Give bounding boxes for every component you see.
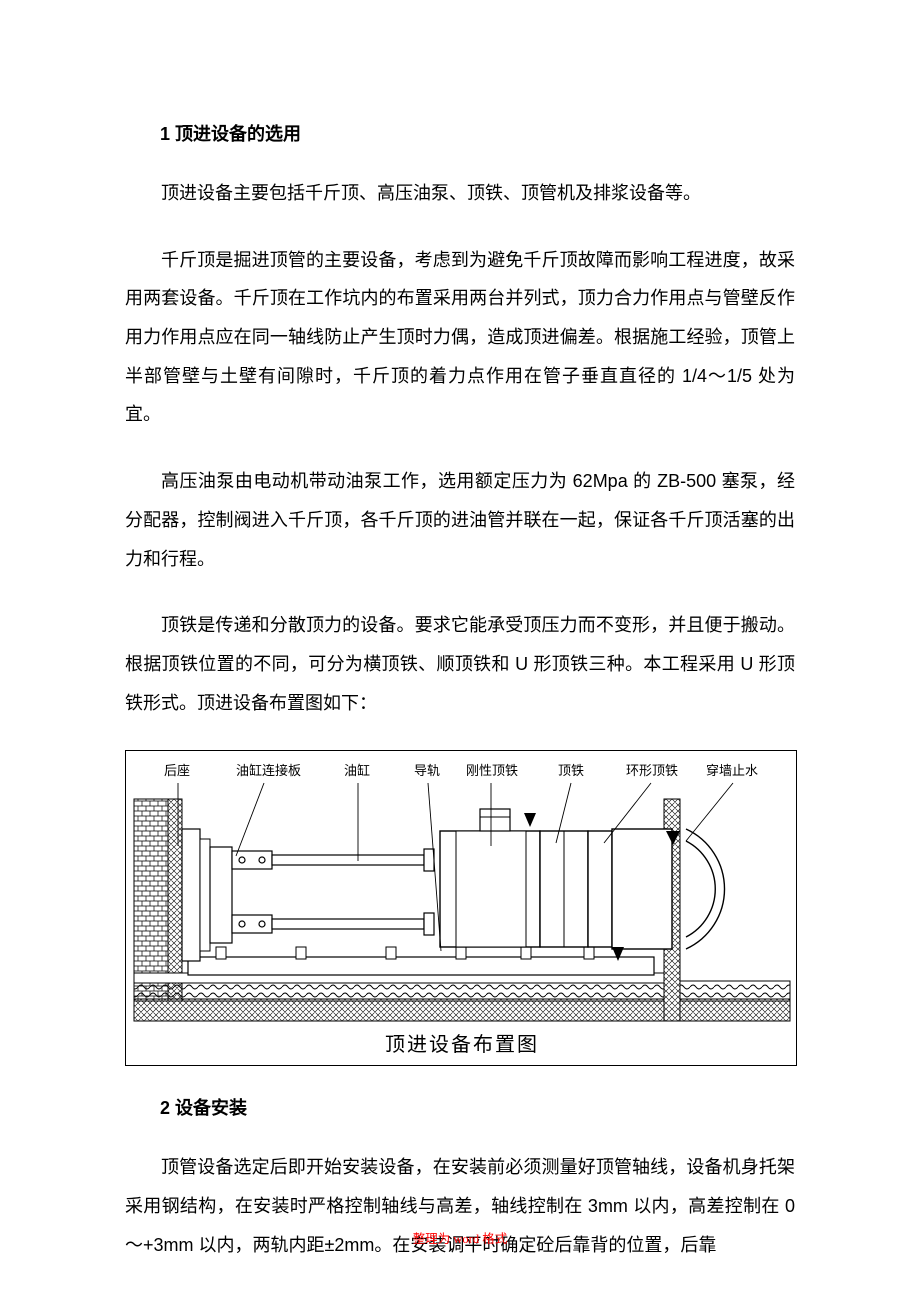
section1-p4: 顶铁是传递和分散顶力的设备。要求它能承受顶压力而不变形，并且便于搬动。根据顶铁位… [125, 606, 795, 722]
svg-text:油缸: 油缸 [344, 763, 370, 778]
svg-text:顶铁: 顶铁 [558, 763, 584, 778]
section1-heading: 1 顶进设备的选用 [160, 120, 795, 146]
section1-p2: 千斤顶是掘进顶管的主要设备，考虑到为避免千斤顶故障而影响工程进度，故采用两套设备… [125, 241, 795, 434]
svg-text:导轨: 导轨 [414, 763, 440, 778]
diagram-svg: 后座 油缸连接板 油缸 导轨 刚性顶铁 顶铁 环形顶铁 穿墙止水 顶进设备布置图 [126, 751, 797, 1066]
svg-text:穿墙止水: 穿墙止水 [706, 763, 758, 778]
svg-text:后座: 后座 [164, 763, 190, 778]
equipment-layout-diagram: 后座 油缸连接板 油缸 导轨 刚性顶铁 顶铁 环形顶铁 穿墙止水 顶进设备布置图 [125, 750, 797, 1066]
section1-p1: 顶进设备主要包括千斤顶、高压油泵、顶铁、顶管机及排浆设备等。 [125, 174, 795, 213]
page-footer: 整理为 word 格式 [0, 1228, 920, 1247]
svg-text:环形顶铁: 环形顶铁 [626, 763, 678, 778]
section1-p3: 高压油泵由电动机带动油泵工作，选用额定压力为 62Mpa 的 ZB-500 塞泵… [125, 462, 795, 578]
svg-text:刚性顶铁: 刚性顶铁 [466, 763, 518, 778]
section2-heading: 2 设备安装 [160, 1094, 795, 1120]
svg-text:油缸连接板: 油缸连接板 [236, 763, 301, 778]
svg-text:顶进设备布置图: 顶进设备布置图 [385, 1033, 539, 1056]
